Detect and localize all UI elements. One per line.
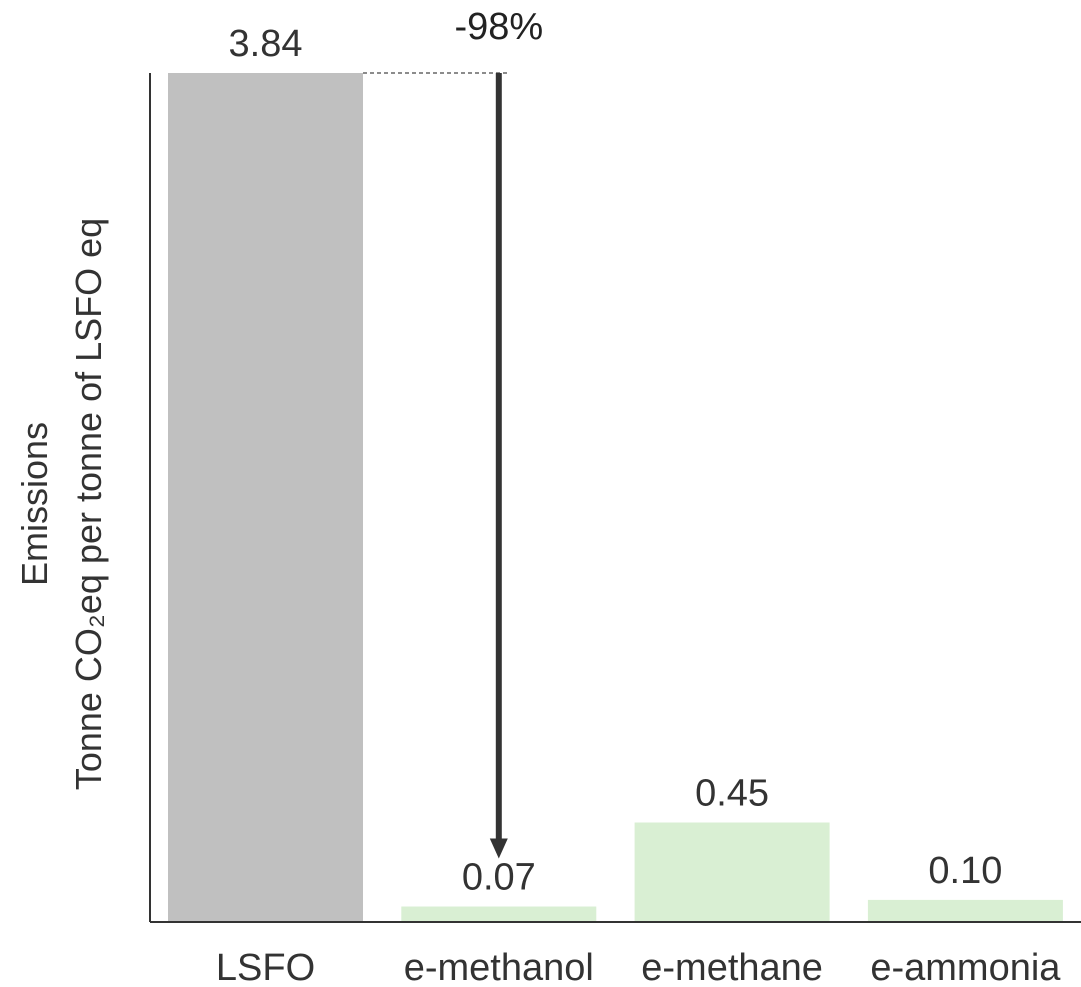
reduction-arrow-head (489, 838, 508, 859)
y-axis-title: Emissions Tonne CO₂eq per tonne of LSFO … (14, 218, 109, 790)
value-label-e-methane: 0.45 (695, 773, 769, 815)
bar-e-methane (634, 822, 830, 922)
y-axis-title-line-1: Emissions (14, 422, 55, 586)
bar-e-ammonia (867, 899, 1063, 922)
x-tick-label-e-ammonia: e-ammonia (870, 947, 1061, 987)
bar-e-methanol (401, 906, 597, 922)
x-tick-label-lsfo: LSFO (216, 947, 315, 987)
value-label-lsfo: 3.84 (229, 23, 303, 65)
axes (149, 73, 1081, 923)
x-axis-tick-labels: LSFO e-methanol e-methane e-ammonia (216, 947, 1061, 987)
x-tick-label-e-methanol: e-methanol (404, 947, 594, 987)
x-tick-label-e-methane: e-methane (641, 947, 823, 987)
value-label-e-methanol: 0.07 (462, 857, 536, 899)
y-axis-title-line-2: Tonne CO₂eq per tonne of LSFO eq (68, 218, 109, 790)
change-annotation: -98% (363, 6, 543, 859)
value-labels: 3.84 0.07 0.45 0.10 (229, 23, 1003, 899)
percentage-change-label: -98% (454, 6, 543, 48)
value-label-e-ammonia: 0.10 (928, 850, 1002, 892)
bar-lsfo (168, 73, 363, 922)
bar-series (168, 73, 1063, 922)
